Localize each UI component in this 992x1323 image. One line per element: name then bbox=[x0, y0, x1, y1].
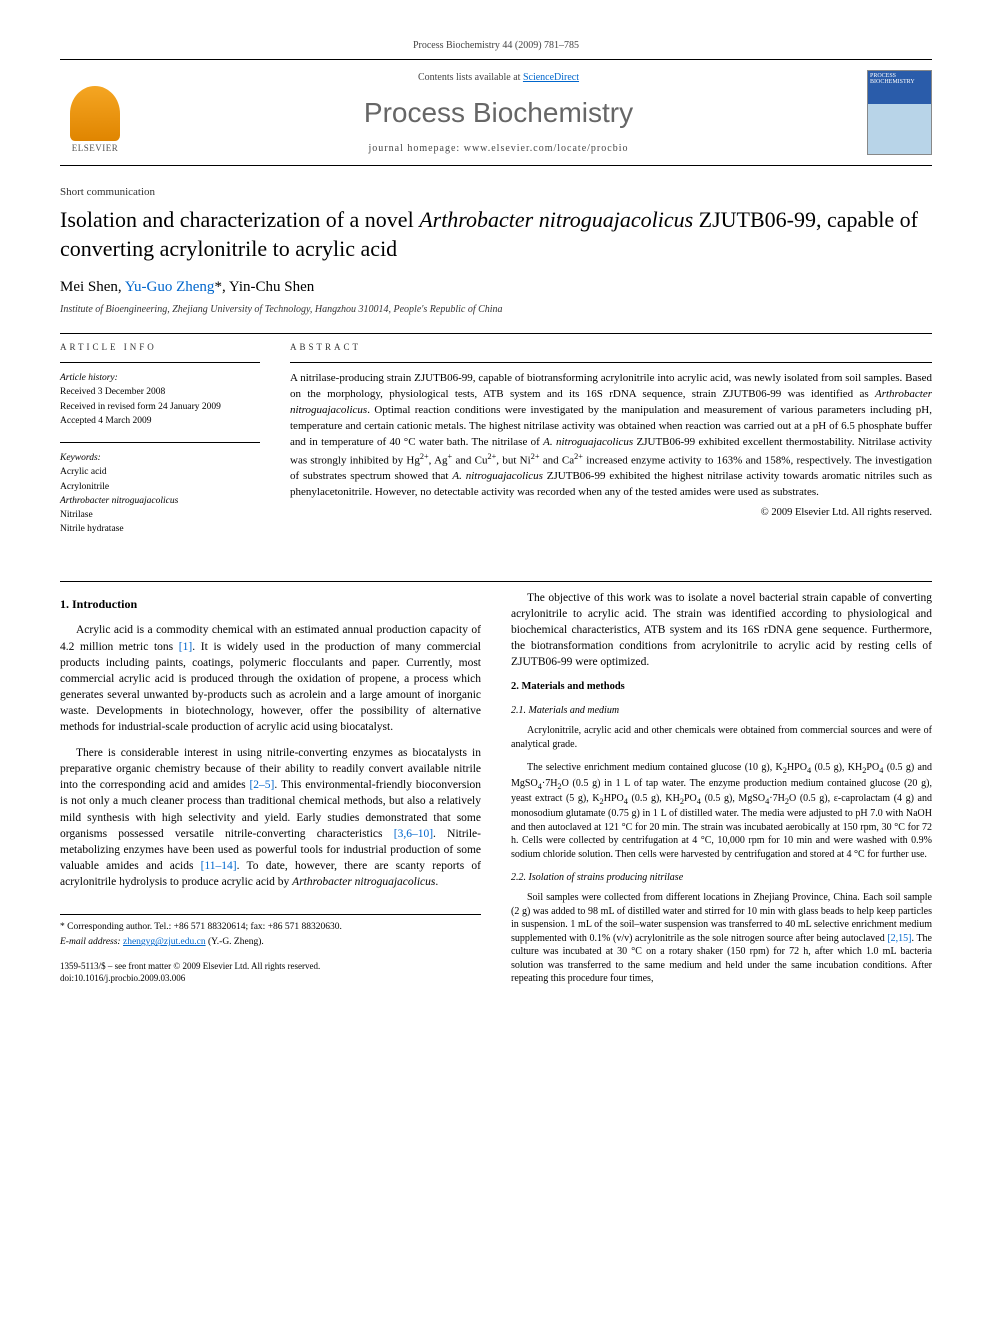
divider bbox=[290, 362, 932, 363]
affiliation: Institute of Bioengineering, Zhejiang Un… bbox=[60, 304, 932, 315]
elsevier-label: ELSEVIER bbox=[72, 143, 119, 153]
subsection-2-2-head: 2.2. Isolation of strains producing nitr… bbox=[511, 871, 932, 885]
authors-line: Mei Shen, Yu-Guo Zheng*, Yin-Chu Shen bbox=[60, 279, 932, 296]
intro-paragraph: The objective of this work was to isolat… bbox=[511, 590, 932, 670]
keyword: Nitrilase bbox=[60, 508, 260, 522]
divider bbox=[60, 333, 932, 334]
running-head: Process Biochemistry 44 (2009) 781–785 bbox=[60, 40, 932, 51]
journal-cover-thumb: PROCESS BIOCHEMISTRY bbox=[867, 70, 932, 155]
history-accepted: Accepted 4 March 2009 bbox=[60, 414, 260, 428]
abstract-heading: ABSTRACT bbox=[290, 342, 932, 352]
doi-line: doi:10.1016/j.procbio.2009.03.006 bbox=[60, 972, 481, 985]
homepage-prefix: journal homepage: bbox=[369, 143, 464, 154]
contents-line: Contents lists available at ScienceDirec… bbox=[145, 72, 852, 83]
left-column: 1. Introduction Acrylic acid is a commod… bbox=[60, 590, 481, 996]
keyword: Acrylic acid bbox=[60, 465, 260, 479]
contents-prefix: Contents lists available at bbox=[418, 72, 523, 83]
section-1-head: 1. Introduction bbox=[60, 596, 481, 613]
journal-cover-label: PROCESS BIOCHEMISTRY bbox=[868, 71, 931, 87]
article-info-heading: ARTICLE INFO bbox=[60, 342, 260, 352]
history-revised: Received in revised form 24 January 2009 bbox=[60, 400, 260, 414]
homepage-url: www.elsevier.com/locate/procbio bbox=[464, 143, 629, 154]
journal-header-bar: ELSEVIER Contents lists available at Sci… bbox=[60, 59, 932, 166]
abstract-column: ABSTRACT A nitrilase-producing strain ZJ… bbox=[290, 342, 932, 551]
keyword: Arthrobacter nitroguajacolicus bbox=[60, 494, 260, 508]
email-label: E-mail address: bbox=[60, 937, 123, 947]
issn-line: 1359-5113/$ – see front matter © 2009 El… bbox=[60, 960, 481, 973]
keywords-label: Keywords: bbox=[60, 451, 260, 465]
article-type: Short communication bbox=[60, 186, 932, 198]
history-label: Article history: bbox=[60, 371, 260, 385]
abstract-text: A nitrilase-producing strain ZJUTB06-99,… bbox=[290, 371, 932, 501]
keyword: Nitrile hydratase bbox=[60, 522, 260, 536]
keyword: Acrylonitrile bbox=[60, 480, 260, 494]
journal-name: Process Biochemistry bbox=[145, 97, 852, 129]
elsevier-tree-icon bbox=[70, 86, 120, 141]
body-columns: 1. Introduction Acrylic acid is a commod… bbox=[60, 590, 932, 996]
divider bbox=[60, 362, 260, 363]
intro-paragraph: Acrylic acid is a commodity chemical wit… bbox=[60, 622, 481, 735]
methods-paragraph: Soil samples were collected from differe… bbox=[511, 891, 932, 986]
history-received: Received 3 December 2008 bbox=[60, 385, 260, 399]
intro-paragraph: There is considerable interest in using … bbox=[60, 745, 481, 890]
corresponding-author: * Corresponding author. Tel.: +86 571 88… bbox=[60, 921, 481, 934]
methods-paragraph: Acrylonitrile, acrylic acid and other ch… bbox=[511, 724, 932, 751]
subsection-2-1-head: 2.1. Materials and medium bbox=[511, 704, 932, 718]
homepage-line: journal homepage: www.elsevier.com/locat… bbox=[145, 143, 852, 154]
sciencedirect-link[interactable]: ScienceDirect bbox=[523, 72, 579, 83]
article-info-column: ARTICLE INFO Article history: Received 3… bbox=[60, 342, 260, 551]
corresponding-email-line: E-mail address: zhengyg@zjut.edu.cn (Y.-… bbox=[60, 936, 481, 949]
keywords-block: Keywords: Acrylic acid Acrylonitrile Art… bbox=[60, 451, 260, 537]
abstract-copyright: © 2009 Elsevier Ltd. All rights reserved… bbox=[290, 507, 932, 518]
article-title: Isolation and characterization of a nove… bbox=[60, 206, 932, 263]
email-link[interactable]: zhengyg@zjut.edu.cn bbox=[123, 937, 206, 947]
elsevier-logo: ELSEVIER bbox=[60, 73, 130, 153]
info-abstract-row: ARTICLE INFO Article history: Received 3… bbox=[60, 342, 932, 551]
journal-center-block: Contents lists available at ScienceDirec… bbox=[145, 72, 852, 154]
right-column: The objective of this work was to isolat… bbox=[511, 590, 932, 996]
article-history-block: Article history: Received 3 December 200… bbox=[60, 371, 260, 428]
page-footer-left: * Corresponding author. Tel.: +86 571 88… bbox=[60, 914, 481, 985]
divider bbox=[60, 442, 260, 443]
section-2-head: 2. Materials and methods bbox=[511, 680, 932, 694]
methods-paragraph: The selective enrichment medium containe… bbox=[511, 761, 932, 861]
divider bbox=[60, 581, 932, 582]
email-suffix: (Y.-G. Zheng). bbox=[206, 937, 264, 947]
